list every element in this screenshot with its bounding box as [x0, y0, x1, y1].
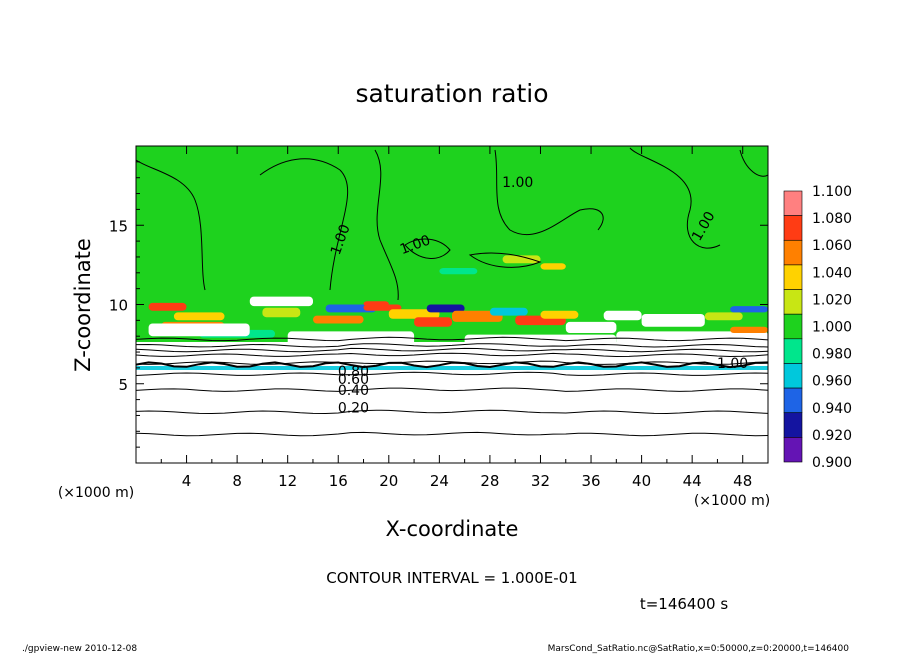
colorbar-segment [783, 387, 803, 414]
field-patch [439, 268, 478, 275]
field-patch [426, 304, 465, 313]
field-patch [641, 314, 705, 327]
contour-line-base [136, 361, 768, 369]
contour-line [136, 387, 768, 392]
colorbar-label: 1.000 [812, 320, 852, 336]
x-unit-left: (×1000 m) [58, 485, 134, 501]
colorbar-label: 0.940 [812, 401, 852, 417]
contour-label: 1.00 [717, 356, 748, 372]
field-patch [388, 309, 440, 319]
footer-right: MarsCond_SatRatio.nc@SatRatio,x=0:50000,… [548, 644, 850, 654]
contour-line [136, 409, 768, 415]
field-patch [704, 312, 743, 321]
contour-line [136, 347, 768, 353]
colorbar-segment [783, 338, 803, 364]
colorbar-segment [783, 215, 803, 241]
colorbar-segment [783, 437, 803, 463]
colorbar-label: 0.960 [812, 374, 852, 390]
contour-label: 0.60 [338, 372, 369, 388]
colorbar-label: 0.900 [812, 455, 852, 471]
x-tick-label: 36 [581, 472, 600, 490]
field-patch [325, 304, 377, 313]
field-patch [148, 302, 187, 311]
field-patch [363, 301, 389, 307]
contour-line [136, 343, 768, 348]
colorbar-segment [783, 239, 803, 266]
upper-contours [136, 147, 768, 301]
y-tick-label: 10 [109, 297, 128, 315]
field-patch [730, 306, 768, 313]
contour-label: 0.20 [338, 400, 369, 416]
field-patch [414, 317, 452, 327]
colorbar-label: 1.060 [812, 238, 852, 254]
colorbar-label: 1.040 [812, 265, 852, 281]
contour-label: 0.80 [338, 364, 369, 380]
cloud-band [148, 255, 768, 349]
contour-line [136, 431, 768, 437]
y-axis-label: Z-coordinate [71, 238, 95, 372]
colorbar: 1.100 1.080 1.060 1.040 1.020 1.000 0.980 0.960… [783, 184, 852, 471]
contour-line [136, 336, 768, 342]
colorbar-segment [783, 363, 803, 389]
field-patch [565, 321, 617, 333]
field-patch [452, 310, 503, 322]
plot-area: 1.001.00 1.001.001.000.800.600.400.20 [136, 146, 768, 463]
contour-label: 1.00 [502, 175, 533, 191]
field-patch [313, 315, 364, 324]
contour-lines [136, 336, 768, 437]
x-axis-label: X-coordinate [386, 517, 519, 541]
x-tick-label: 4 [182, 472, 192, 490]
y-tick-label: 5 [118, 376, 128, 394]
time-label: t=146400 s [640, 595, 728, 613]
colorbar-segment [783, 412, 803, 438]
colorbar-segment [783, 289, 803, 315]
contour-interval-text: CONTOUR INTERVAL = 1.000E-01 [326, 569, 577, 587]
field-patch [540, 310, 579, 319]
colorbar-label: 1.020 [812, 292, 852, 308]
colorbar-segment [783, 190, 803, 216]
field-patch [173, 312, 225, 321]
contour-label: 0.40 [338, 383, 369, 399]
contour-line [136, 352, 768, 358]
x-unit-right: (×1000 m) [694, 493, 770, 509]
footer-left: ./gpview-new 2010-12-08 [22, 644, 137, 654]
field-patch [540, 263, 566, 270]
x-tick-label: 32 [531, 472, 550, 490]
x-tick-label: 40 [632, 472, 651, 490]
colorbar-segment [783, 264, 803, 290]
x-tick-label: 8 [232, 472, 242, 490]
chart-title: saturation ratio [355, 79, 548, 108]
x-tick-label: 44 [683, 472, 702, 490]
colorbar-label: 0.980 [812, 347, 852, 363]
colorbar-segment [783, 313, 803, 340]
field-patch [489, 307, 528, 316]
colorbar-label: 0.920 [812, 428, 852, 444]
field-patch [148, 323, 250, 337]
field-patch [730, 326, 768, 333]
y-axis: 5 10 15 [109, 161, 768, 448]
x-tick-label: 12 [278, 472, 297, 490]
field-patch [249, 296, 313, 307]
y-tick-label: 15 [109, 217, 128, 235]
x-tick-label: 20 [379, 472, 398, 490]
x-tick-label: 24 [430, 472, 449, 490]
field-patch [603, 310, 642, 321]
x-tick-label: 28 [480, 472, 499, 490]
contour-line [136, 371, 768, 376]
x-tick-label: 16 [329, 472, 348, 490]
colorbar-label: 1.100 [812, 184, 852, 200]
field-patch [262, 307, 301, 318]
cloud-base [136, 342, 768, 366]
colorbar-label: 1.080 [812, 211, 852, 227]
x-tick-label: 48 [733, 472, 752, 490]
field-patch [502, 255, 541, 264]
x-axis: 4 8 12 16 20 24 28 32 36 40 44 48 [160, 146, 752, 490]
